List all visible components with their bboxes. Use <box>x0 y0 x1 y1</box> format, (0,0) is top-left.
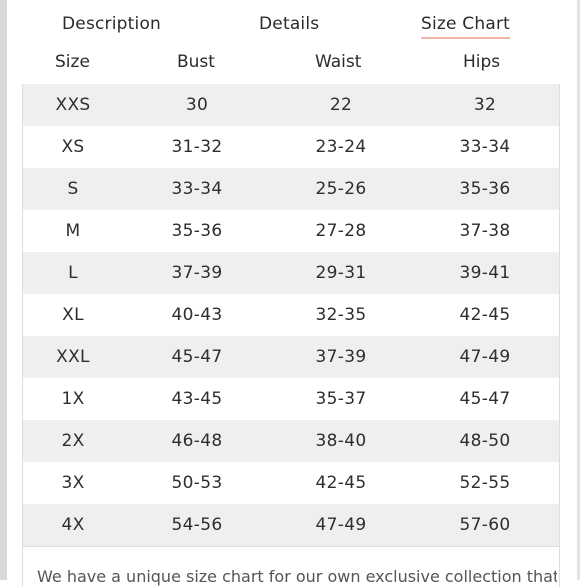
hips-cell: 33-34 <box>459 137 511 157</box>
table-row: 2X 46-48 38-40 48-50 <box>23 420 559 462</box>
hips-cell: 35-36 <box>459 179 511 199</box>
bust-cell: 35-36 <box>171 221 223 241</box>
table-row: XS 31-32 23-24 33-34 <box>23 126 559 168</box>
table-row: XXS 30 22 32 <box>23 84 559 126</box>
right-edge <box>577 0 580 580</box>
size-cell: 4X <box>61 515 85 535</box>
left-edge <box>0 0 7 580</box>
size-cell: L <box>68 263 78 283</box>
waist-cell: 37-39 <box>315 347 367 367</box>
hips-cell: 37-38 <box>459 221 511 241</box>
table-row: XL 40-43 32-35 42-45 <box>23 294 559 336</box>
bust-cell: 37-39 <box>171 263 223 283</box>
size-cell: XL <box>62 305 84 325</box>
table-row: S 33-34 25-26 35-36 <box>23 168 559 210</box>
table-row: M 35-36 27-28 37-38 <box>23 210 559 252</box>
hips-cell: 47-49 <box>459 347 511 367</box>
size-cell: 2X <box>61 431 85 451</box>
waist-cell: 47-49 <box>315 515 367 535</box>
column-header-size: Size <box>55 52 90 72</box>
waist-cell: 22 <box>329 95 353 115</box>
size-cell: S <box>67 179 79 199</box>
hips-cell: 48-50 <box>459 431 511 451</box>
waist-cell: 29-31 <box>315 263 367 283</box>
hips-cell: 39-41 <box>459 263 511 283</box>
bust-cell: 45-47 <box>171 347 223 367</box>
column-header-bust: Bust <box>177 52 215 72</box>
waist-cell: 38-40 <box>315 431 367 451</box>
table-row: XXL 45-47 37-39 47-49 <box>23 336 559 378</box>
size-cell: 1X <box>61 389 85 409</box>
note-text: We have a unique size chart for our own … <box>37 567 557 586</box>
bust-cell: 30 <box>185 95 209 115</box>
tab-size-chart[interactable]: Size Chart <box>421 14 511 39</box>
waist-cell: 42-45 <box>315 473 367 493</box>
tab-bar: Description Details Size Chart <box>0 14 580 46</box>
waist-cell: 27-28 <box>315 221 367 241</box>
column-header-hips: Hips <box>463 52 501 72</box>
bust-cell: 40-43 <box>171 305 223 325</box>
table-row: 1X 43-45 35-37 45-47 <box>23 378 559 420</box>
hips-cell: 32 <box>473 95 497 115</box>
table-row: L 37-39 29-31 39-41 <box>23 252 559 294</box>
bust-cell: 54-56 <box>171 515 223 535</box>
size-cell: XS <box>61 137 85 157</box>
table-row: 4X 54-56 47-49 57-60 <box>23 504 559 546</box>
bust-cell: 50-53 <box>171 473 223 493</box>
table-row: 3X 50-53 42-45 52-55 <box>23 462 559 504</box>
bust-cell: 31-32 <box>171 137 223 157</box>
waist-cell: 32-35 <box>315 305 367 325</box>
size-cell: XXS <box>55 95 91 115</box>
bust-cell: 43-45 <box>171 389 223 409</box>
tab-details[interactable]: Details <box>259 14 320 34</box>
waist-cell: 23-24 <box>315 137 367 157</box>
table-header: Size Bust Waist Hips <box>0 52 580 80</box>
waist-cell: 35-37 <box>315 389 367 409</box>
hips-cell: 45-47 <box>459 389 511 409</box>
hips-cell: 57-60 <box>459 515 511 535</box>
size-cell: M <box>65 221 81 241</box>
bust-cell: 46-48 <box>171 431 223 451</box>
size-chart-note: We have a unique size chart for our own … <box>22 546 560 587</box>
size-cell: XXL <box>56 347 90 367</box>
size-cell: 3X <box>61 473 85 493</box>
hips-cell: 52-55 <box>459 473 511 493</box>
waist-cell: 25-26 <box>315 179 367 199</box>
column-header-waist: Waist <box>315 52 362 72</box>
hips-cell: 42-45 <box>459 305 511 325</box>
bust-cell: 33-34 <box>171 179 223 199</box>
size-table: XXS 30 22 32 XS 31-32 23-24 33-34 S 33-3… <box>22 84 560 554</box>
tab-description[interactable]: Description <box>62 14 162 34</box>
